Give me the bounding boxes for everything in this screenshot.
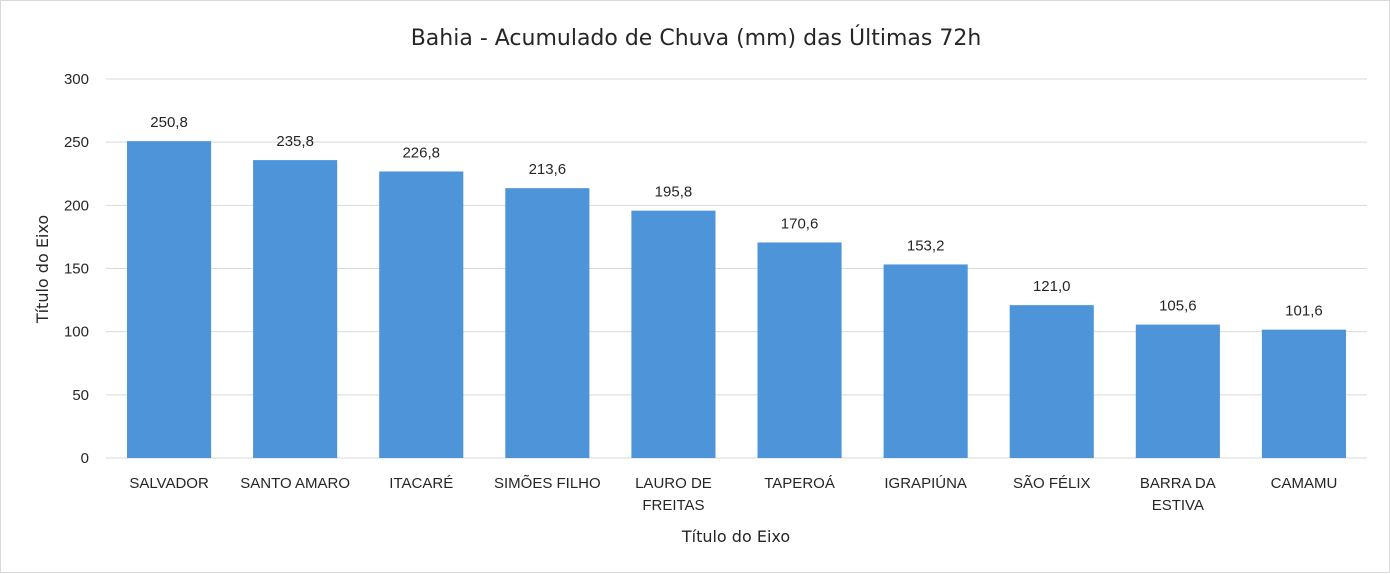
x-category-label: CAMAMU [1271,475,1338,492]
y-tick-label: 250 [64,134,89,151]
y-tick-label: 50 [72,387,89,404]
bar [1261,329,1347,458]
x-category-label: SÃO FÉLIX [1013,475,1091,492]
data-labels: 250,8 235,8 226,8 213,6 195,8 170,6 153,2 121,0… [150,114,1322,319]
x-category-label: SANTO AMARO [240,475,350,492]
bar [505,188,590,459]
chart-title: Bahia - Acumulado de Chuva (mm) das Últi… [411,25,982,51]
x-category-label: BARRA DA ESTIVA [1140,475,1216,514]
data-label: 153,2 [907,237,945,254]
bar [126,141,212,458]
bar [1135,324,1220,458]
y-tick-label: 150 [64,261,89,278]
data-label: 235,8 [276,133,314,150]
x-axis-categories: SALVADOR SANTO AMARO ITACARÉ SIMÕES FILHO LA… [129,475,1337,514]
data-label: 101,6 [1285,303,1323,320]
x-category-label: IGRAPIÚNA [884,475,967,492]
y-tick-label: 0 [81,450,89,467]
bar [883,264,968,458]
y-tick-label: 200 [64,197,89,214]
x-category-label: SALVADOR [129,475,209,492]
data-label: 195,8 [655,184,693,201]
data-label: 121,0 [1033,278,1071,295]
bar [253,160,338,458]
y-tick-label: 100 [64,324,89,341]
bar [757,242,842,458]
data-label: 213,6 [529,161,567,178]
x-category-label: ITACARÉ [389,475,453,492]
data-label: 250,8 [150,114,188,131]
y-tick-label: 300 [64,71,89,88]
x-category-label: SIMÕES FILHO [494,475,601,492]
bars [126,141,1347,459]
x-category-label: TAPEROÁ [764,475,835,492]
y-axis-title: Título do Eixo [33,215,52,324]
bar [1009,305,1094,458]
data-label: 170,6 [781,215,819,232]
x-axis-title: Título do Eixo [681,527,790,546]
data-label: 226,8 [402,144,440,161]
y-axis-ticks: 0 50 100 150 200 250 300 [64,71,89,467]
bar [631,210,716,458]
data-label: 105,6 [1159,298,1197,315]
bar [379,171,464,458]
x-category-label: LAURO DE FREITAS [635,475,712,514]
